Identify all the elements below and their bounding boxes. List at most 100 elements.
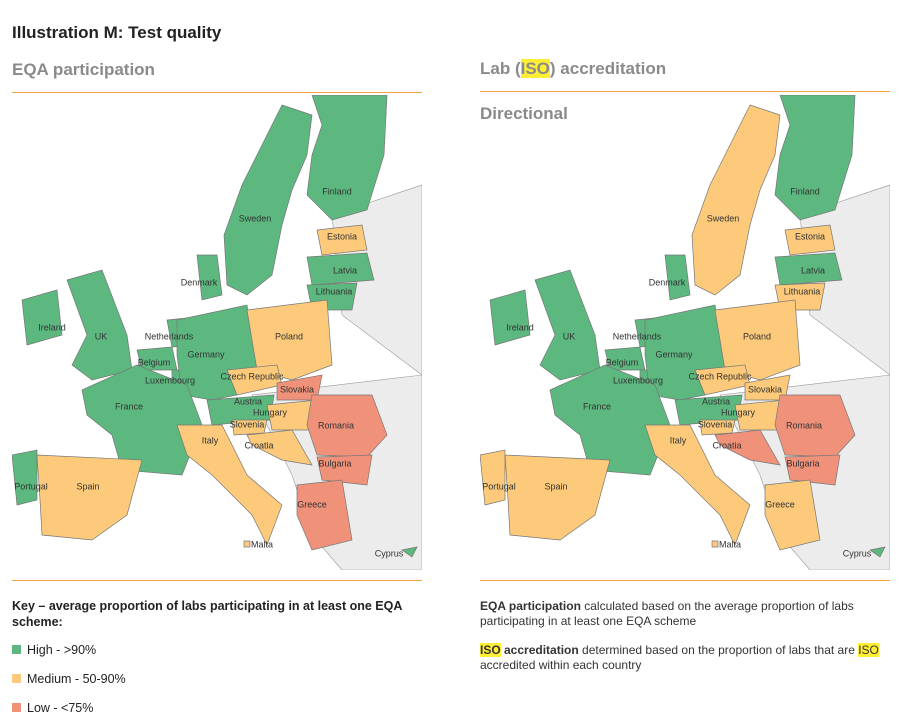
note-bold: accreditation <box>500 643 579 657</box>
country-label: Hungary <box>721 407 756 417</box>
key-swatch <box>12 645 21 654</box>
key-item: High - >90% <box>12 643 96 657</box>
country <box>316 454 373 486</box>
country-label: Slovenia <box>230 419 265 429</box>
key-label: Medium - 50-90% <box>27 672 126 686</box>
country <box>243 540 251 548</box>
country-label: Lithuania <box>316 286 353 296</box>
country-label: Hungary <box>253 407 288 417</box>
country <box>784 454 841 486</box>
country <box>489 289 531 346</box>
key-swatch <box>12 703 21 712</box>
country-label: Sweden <box>707 213 740 223</box>
country-label: Estonia <box>327 231 357 241</box>
country-label: UK <box>563 331 576 341</box>
country <box>691 104 781 296</box>
country-label: Cyprus <box>843 548 872 558</box>
map: Finland Sweden Estonia Latvia Lithuania Denma… <box>480 95 890 570</box>
country <box>480 449 506 506</box>
country <box>306 95 388 221</box>
country-label: Ireland <box>506 322 534 332</box>
country <box>549 364 671 476</box>
country-label: Slovakia <box>748 384 782 394</box>
country <box>223 104 313 296</box>
country-label: Luxembourg <box>145 375 195 385</box>
country-label: Czech Republic <box>688 371 752 381</box>
country <box>534 269 601 381</box>
country <box>774 252 843 286</box>
page-title: Illustration M: Test quality <box>12 23 222 42</box>
country-label: Belgium <box>138 357 171 367</box>
country <box>869 546 886 558</box>
note-text: determined based on the proportion of la… <box>578 643 859 657</box>
map: Finland Sweden Estonia Latvia Lithuania Denma… <box>12 95 422 570</box>
note-bold: ISO <box>480 643 501 657</box>
note-bold: EQA participation <box>480 599 581 613</box>
country-label: Estonia <box>795 231 825 241</box>
country <box>12 449 38 506</box>
country <box>784 224 836 256</box>
rule <box>480 580 890 581</box>
country <box>21 289 63 346</box>
country <box>764 479 821 551</box>
note-text: calculated based on the average proporti… <box>480 599 854 628</box>
country-label: Greece <box>765 499 795 509</box>
title-part: ISO <box>520 59 550 78</box>
country <box>714 429 781 466</box>
rule <box>12 92 422 93</box>
country-label: Austria <box>234 396 262 406</box>
country-label: Denmark <box>649 277 686 287</box>
country <box>36 454 143 541</box>
country-label: Bulgaria <box>786 458 819 468</box>
country-label: Greece <box>297 499 327 509</box>
country <box>246 299 333 381</box>
note-text: ISO <box>858 643 879 657</box>
note-text: accredited within each country <box>480 658 642 672</box>
country <box>401 546 418 558</box>
country-label: Malta <box>719 539 741 549</box>
country-label: Croatia <box>244 440 273 450</box>
country <box>246 429 313 466</box>
country-label: Austria <box>702 396 730 406</box>
country <box>66 269 133 381</box>
country-label: Latvia <box>333 265 357 275</box>
country-label: Sweden <box>239 213 272 223</box>
country-label: Denmark <box>181 277 218 287</box>
panel-subtitle: Directional <box>480 104 568 123</box>
country-label: Luxembourg <box>613 375 663 385</box>
country <box>711 540 719 548</box>
key-item: Medium - 50-90% <box>12 672 126 686</box>
country-label: Belgium <box>606 357 639 367</box>
panel-title: EQA participation <box>12 60 155 79</box>
country-label: UK <box>95 331 108 341</box>
country-label: Italy <box>202 435 219 445</box>
country <box>316 224 368 256</box>
country-label: Ireland <box>38 322 66 332</box>
country-label: Latvia <box>801 265 825 275</box>
country-label: Bulgaria <box>318 458 351 468</box>
country-label: France <box>583 401 611 411</box>
key-label: High - >90% <box>27 643 97 657</box>
country-label: Czech Republic <box>220 371 284 381</box>
key-label: Low - <75% <box>27 701 94 715</box>
country <box>81 364 203 476</box>
country-label: Slovenia <box>698 419 733 429</box>
note: ISO accreditation determined based on th… <box>480 643 890 673</box>
country-label: France <box>115 401 143 411</box>
country-label: Portugal <box>14 481 48 491</box>
title-part: ) accreditation <box>549 59 667 78</box>
country-label: Germany <box>187 349 225 359</box>
country-label: Portugal <box>482 481 516 491</box>
key-item: Low - <75% <box>12 701 93 715</box>
country-label: Cyprus <box>375 548 404 558</box>
country-label: Croatia <box>712 440 741 450</box>
key-swatch <box>12 674 21 683</box>
panel-title: Lab (ISO) accreditation <box>480 59 666 79</box>
country-label: Malta <box>251 539 273 549</box>
country-label: Spain <box>544 481 567 491</box>
key-title: Key – average proportion of labs partici… <box>12 599 402 629</box>
country-label: Poland <box>743 331 771 341</box>
country-label: Netherlands <box>145 331 194 341</box>
country-label: Germany <box>655 349 693 359</box>
